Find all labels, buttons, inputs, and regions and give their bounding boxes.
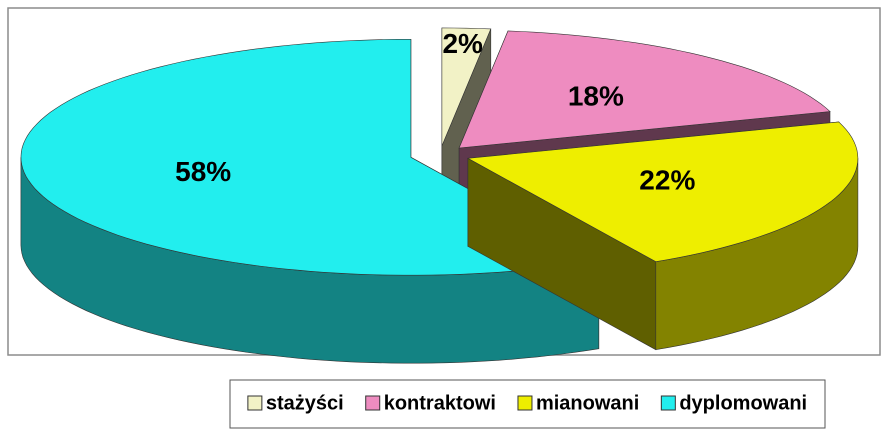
data-label: 2%: [442, 28, 483, 59]
slice-top: [20, 39, 600, 276]
data-label: 58%: [175, 156, 231, 187]
legend: stażyści kontraktowi mianowani dyplomowani: [247, 392, 807, 414]
data-label: 22%: [639, 165, 695, 196]
pie: 2% 18% 22% 58%: [20, 27, 859, 364]
slice-top: [441, 27, 492, 147]
legend-label: stażyści: [266, 392, 344, 414]
legend-swatch: [365, 395, 381, 411]
legend-swatch: [517, 395, 533, 411]
slice-top: [458, 30, 831, 149]
slice: [466, 121, 859, 351]
slice-top: [466, 121, 859, 263]
legend-swatch: [660, 395, 676, 411]
legend-swatch: [247, 395, 263, 411]
data-label: 18%: [568, 80, 624, 111]
legend-label: kontraktowi: [384, 392, 496, 414]
legend-label: dyplomowani: [679, 392, 807, 414]
legend-label: mianowani: [536, 392, 639, 414]
